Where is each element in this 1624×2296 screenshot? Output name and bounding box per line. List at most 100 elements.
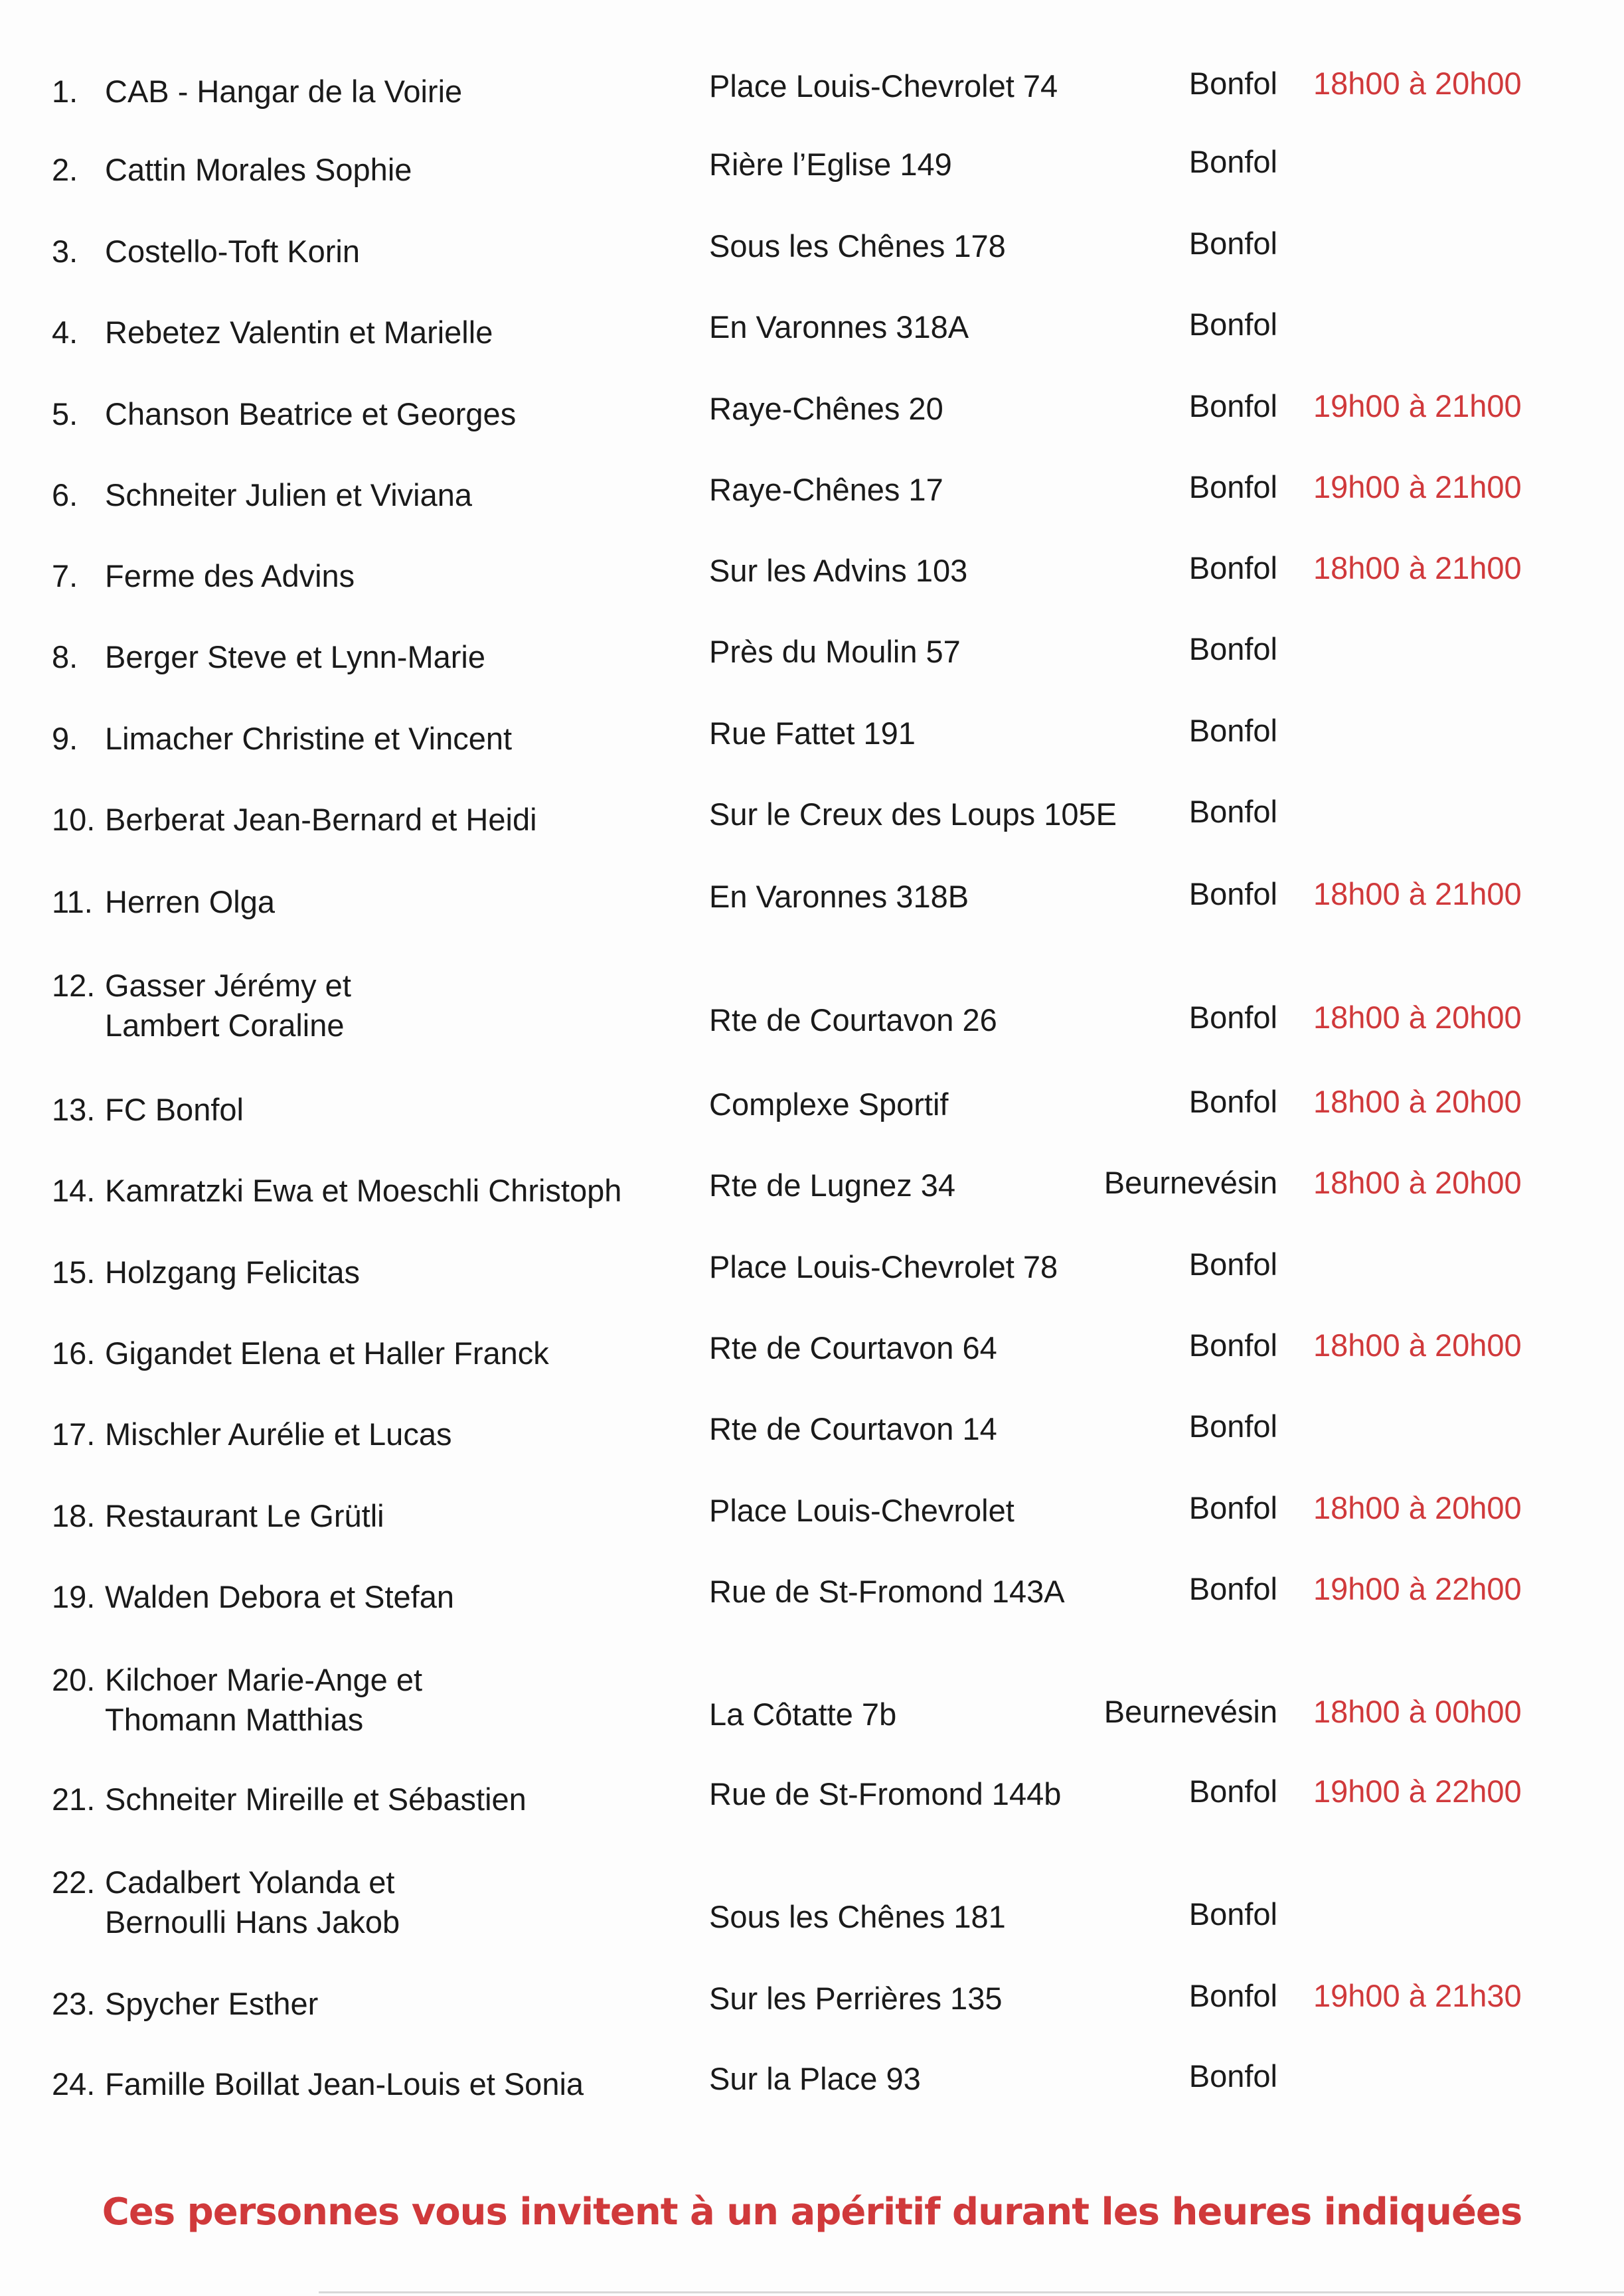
entry-number: 7.	[52, 558, 78, 593]
entry-number: 22.	[52, 1865, 96, 1900]
entry-name-line2: Lambert Coraline	[105, 1008, 345, 1043]
entry-number: 13.	[52, 1092, 96, 1127]
entry-name: Walden Debora et Stefan	[105, 1579, 455, 1614]
entry-number: 8.	[52, 639, 78, 674]
entry-address: Rte de Courtavon 26	[709, 1002, 997, 1037]
entry-name: Herren Olga	[105, 884, 275, 919]
entry-name: Ferme des Advins	[105, 558, 355, 593]
entry-name: Berger Steve et Lynn-Marie	[105, 639, 485, 674]
entry-town: Bonfol	[1188, 631, 1277, 666]
entry-address: Raye-Chênes 17	[709, 472, 943, 507]
entry-time: 18h00 à 21h00	[1313, 550, 1522, 585]
entry-number: 23.	[52, 1986, 96, 2021]
entry-name: Cattin Morales Sophie	[105, 152, 412, 187]
entry-address: Rue Fattet 191	[709, 716, 916, 751]
entry-number: 6.	[52, 477, 78, 512]
entry-town: Bonfol	[1188, 66, 1277, 101]
entry-number: 15.	[52, 1255, 96, 1290]
entry-town: Beurnevésin	[1103, 1694, 1277, 1729]
entry-address: En Varonnes 318A	[709, 309, 969, 344]
entry-number: 21.	[52, 1782, 96, 1817]
entry-town: Bonfol	[1188, 469, 1277, 504]
entry-number: 4.	[52, 315, 78, 350]
entry-address: Sous les Chênes 181	[709, 1899, 1006, 1934]
entry-time: 18h00 à 20h00	[1313, 1165, 1522, 1200]
entry-number: 1.	[52, 74, 78, 109]
entry-number: 24.	[52, 2066, 96, 2102]
entry-address: En Varonnes 318B	[709, 879, 969, 914]
entry-name: Holzgang Felicitas	[105, 1255, 361, 1290]
entry-number: 12.	[52, 968, 96, 1003]
entry-number: 11.	[52, 884, 93, 919]
entry-address: Sous les Chênes 178	[709, 228, 1006, 264]
entry-name: Limacher Christine et Vincent	[105, 721, 513, 756]
entry-town: Bonfol	[1188, 1409, 1277, 1444]
entry-time: 18h00 à 20h00	[1313, 66, 1522, 101]
entry-name: Berberat Jean-Bernard et Heidi	[105, 802, 537, 837]
entry-town: Bonfol	[1188, 1774, 1277, 1809]
entry-number: 19.	[52, 1579, 96, 1614]
entry-number: 9.	[52, 721, 78, 756]
entry-number: 10.	[52, 802, 96, 837]
entry-town: Bonfol	[1188, 1896, 1277, 1932]
entry-town: Bonfol	[1188, 1571, 1277, 1606]
entry-name: Restaurant Le Grütli	[105, 1498, 384, 1533]
entry-address: Rte de Courtavon 64	[709, 1330, 997, 1365]
entry-number: 2.	[52, 152, 78, 187]
entry-address: Rue de St-Fromond 144b	[709, 1776, 1062, 1811]
entry-town: Beurnevésin	[1103, 1165, 1277, 1200]
entry-address: Sur le Creux des Loups 105E	[709, 797, 1117, 832]
entry-number: 16.	[52, 1336, 96, 1371]
entry-number: 3.	[52, 234, 78, 269]
entry-name: Schneiter Julien et Viviana	[105, 477, 473, 512]
entry-time: 18h00 à 20h00	[1313, 1000, 1522, 1035]
entry-town: Bonfol	[1188, 550, 1277, 585]
entry-name: Rebetez Valentin et Marielle	[105, 315, 493, 350]
entry-name: Schneiter Mireille et Sébastien	[105, 1782, 527, 1817]
entry-name: Cadalbert Yolanda et	[105, 1865, 395, 1900]
footer-note: Ces personnes vous invitent à un apériti…	[102, 2190, 1523, 2234]
entry-time: 19h00 à 21h00	[1313, 388, 1522, 423]
entry-address: Sur les Perrières 135	[709, 1981, 1003, 2016]
entry-name: Mischler Aurélie et Lucas	[105, 1416, 452, 1452]
entry-address: Place Louis-Chevrolet 78	[709, 1249, 1058, 1284]
entry-town: Bonfol	[1188, 1490, 1277, 1525]
entry-address: Raye-Chênes 20	[709, 391, 943, 426]
entry-number: 5.	[52, 396, 78, 431]
entry-town: Bonfol	[1188, 144, 1277, 179]
entry-address: Rte de Courtavon 14	[709, 1411, 997, 1446]
entry-number: 18.	[52, 1498, 96, 1533]
entry-town: Bonfol	[1188, 388, 1277, 423]
entry-address: Sur la Place 93	[709, 2061, 921, 2096]
entry-address: Place Louis-Chevrolet 74	[709, 68, 1058, 104]
entry-address: Place Louis-Chevrolet	[709, 1493, 1015, 1528]
entry-number: 14.	[52, 1173, 96, 1208]
entry-name: CAB - Hangar de la Voirie	[105, 74, 463, 109]
entry-time: 18h00 à 21h00	[1313, 876, 1522, 911]
entry-name-line2: Bernoulli Hans Jakob	[105, 1904, 400, 1940]
entry-town: Bonfol	[1188, 1328, 1277, 1363]
entry-address: Sur les Advins 103	[709, 553, 968, 588]
entry-name-line2: Thomann Matthias	[105, 1702, 364, 1737]
entry-town: Bonfol	[1188, 876, 1277, 911]
entry-town: Bonfol	[1188, 713, 1277, 748]
entry-number: 17.	[52, 1416, 96, 1452]
entry-town: Bonfol	[1188, 1084, 1277, 1119]
entry-address: La Côtatte 7b	[709, 1697, 897, 1732]
entry-town: Bonfol	[1188, 226, 1277, 261]
entry-name: Kamratzki Ewa et Moeschli Christoph	[105, 1173, 622, 1208]
entry-town: Bonfol	[1188, 1978, 1277, 2013]
entry-address: Rte de Lugnez 34	[709, 1168, 956, 1203]
entry-address: Complexe Sportif	[709, 1087, 949, 1122]
entry-town: Bonfol	[1188, 794, 1277, 829]
entry-name: Famille Boillat Jean-Louis et Sonia	[105, 2066, 584, 2102]
entry-time: 18h00 à 00h00	[1313, 1694, 1522, 1729]
entry-name: Spycher Esther	[105, 1986, 319, 2021]
entry-time: 18h00 à 20h00	[1313, 1490, 1522, 1525]
entry-name: Kilchoer Marie-Ange et	[105, 1662, 423, 1697]
entry-name: Chanson Beatrice et Georges	[105, 396, 517, 431]
entry-town: Bonfol	[1188, 1000, 1277, 1035]
entry-time: 19h00 à 22h00	[1313, 1571, 1522, 1606]
entry-town: Bonfol	[1188, 1247, 1277, 1282]
entry-number: 20.	[52, 1662, 96, 1697]
